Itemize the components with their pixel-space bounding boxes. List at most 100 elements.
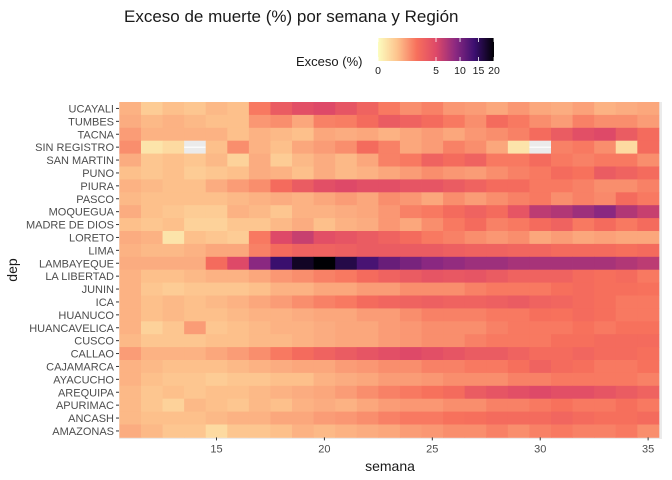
heatmap-cell [184, 269, 207, 283]
heatmap-cell [443, 372, 466, 387]
heatmap-cell [140, 256, 163, 271]
heatmap-cell [184, 282, 207, 296]
heatmap-cell [464, 153, 487, 167]
heatmap-cell [227, 256, 250, 271]
heatmap-cell [335, 411, 358, 425]
heatmap-cell [270, 282, 293, 296]
heatmap-cell [421, 256, 444, 271]
heatmap-cell [140, 411, 163, 425]
heatmap-cell [572, 256, 595, 271]
heatmap-cell [248, 398, 271, 412]
heatmap-cell [356, 179, 379, 193]
heatmap-cell [572, 411, 595, 425]
heatmap-cell [313, 372, 336, 387]
heatmap-cell [443, 321, 466, 335]
heatmap-cell [227, 385, 250, 400]
heatmap-cell [529, 218, 552, 232]
heatmap-cell [292, 308, 315, 322]
heatmap-cell [335, 192, 358, 206]
y-tick-label: SIN REGISTRO [35, 142, 114, 154]
heatmap-cell [248, 424, 271, 438]
heatmap-cell [184, 385, 207, 400]
heatmap-cell [205, 114, 228, 129]
heatmap-cell [270, 127, 293, 142]
heatmap-cell [184, 347, 207, 361]
heatmap-cell [551, 360, 573, 374]
heatmap-cell [443, 295, 466, 309]
heatmap-cell [140, 269, 163, 283]
heatmap-cell [637, 321, 660, 335]
heatmap-cell [637, 424, 660, 438]
heatmap-cell [507, 231, 530, 245]
heatmap-cell [335, 347, 358, 361]
heatmap-cell [335, 231, 358, 245]
heatmap-cell [637, 360, 660, 374]
heatmap-cell [184, 243, 207, 258]
heatmap-cell [162, 398, 185, 412]
heatmap-cell [507, 372, 530, 387]
heatmap-cell [335, 360, 358, 374]
y-tick-label: LORETO [69, 232, 114, 244]
heatmap-cell [119, 334, 142, 348]
heatmap-cell [292, 360, 315, 374]
heatmap-cell [421, 334, 444, 348]
heatmap-cell [140, 205, 163, 219]
y-tick-label: UCAYALI [69, 103, 114, 115]
heatmap-cell [615, 218, 638, 232]
heatmap-cell [486, 282, 509, 296]
heatmap-cell [335, 102, 358, 116]
heatmap-cell [335, 256, 358, 271]
heatmap-cell [594, 398, 617, 412]
heatmap-cell [335, 282, 358, 296]
heatmap-cell [594, 385, 617, 400]
heatmap-cell [572, 334, 595, 348]
heatmap-cell [162, 282, 185, 296]
heatmap-cell [486, 102, 509, 116]
heatmap-cell [313, 114, 336, 129]
heatmap-cell [184, 308, 207, 322]
heatmap-cell [119, 243, 142, 258]
heatmap-cell [205, 308, 228, 322]
heatmap-cell [637, 385, 660, 400]
heatmap-cell [292, 140, 315, 154]
heatmap-cell [270, 424, 293, 438]
x-tick-label: 30 [534, 443, 546, 455]
heatmap-cell [529, 360, 552, 374]
heatmap-cell [572, 140, 595, 154]
heatmap-cell [205, 334, 228, 348]
heatmap-cell [356, 192, 379, 206]
heatmap-cell [227, 102, 250, 116]
heatmap-cell [464, 398, 487, 412]
heatmap-cell [313, 218, 336, 232]
heatmap-cell [399, 218, 422, 232]
heatmap-cell [378, 282, 401, 296]
heatmap-cell [313, 411, 336, 425]
heatmap-cell [572, 231, 595, 245]
heatmap-cell [572, 308, 595, 322]
heatmap-cell [313, 166, 336, 180]
heatmap-cell [184, 321, 207, 335]
heatmap-cell [292, 192, 315, 206]
heatmap-cell [443, 179, 466, 193]
heatmap-cell [335, 334, 358, 348]
heatmap-cell [184, 334, 207, 348]
heatmap-cell [140, 140, 163, 154]
heatmap-cell [356, 372, 379, 387]
heatmap-cell [594, 102, 617, 116]
heatmap-cell [248, 295, 271, 309]
heatmap-cell [507, 153, 530, 167]
heatmap-cell [594, 192, 617, 206]
heatmap-cell [378, 411, 401, 425]
heatmap-cell [421, 102, 444, 116]
heatmap-cell [292, 385, 315, 400]
heatmap-cell [615, 243, 638, 258]
heatmap-cell [551, 308, 573, 322]
heatmap-cell [356, 321, 379, 335]
heatmap-cell [227, 372, 250, 387]
heatmap-cell [507, 398, 530, 412]
heatmap-cell [378, 347, 401, 361]
heatmap-cell [205, 179, 228, 193]
heatmap-cell [248, 372, 271, 387]
heatmap-cell [529, 385, 552, 400]
heatmap-cell [507, 308, 530, 322]
